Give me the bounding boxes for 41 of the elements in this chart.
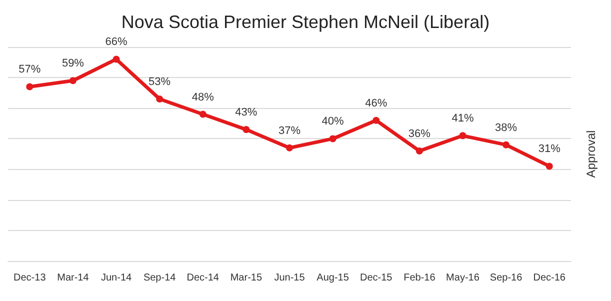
data-label: 37% [278,124,301,137]
x-tick-label: Dec-16 [533,272,566,284]
point [26,83,34,90]
data-label: 40% [322,116,344,128]
point [459,132,466,140]
x-tick-label: Jun-14 [100,272,132,284]
point [242,126,250,134]
data-label: 66% [105,36,128,48]
point [199,110,206,118]
data-label: 41% [452,112,474,125]
x-tick-label: May-16 [446,272,480,284]
x-tick-label: Dec-13 [14,272,46,284]
x-tick-label: Jun-15 [274,272,306,284]
data-label: 59% [62,58,84,70]
point [286,144,293,152]
point [416,147,423,154]
x-tick-label: Mar-15 [230,272,262,284]
point [329,135,336,142]
point [546,162,553,170]
point [156,95,164,102]
chart-title: Nova Scotia Premier Stephen McNeil (Liberal) [121,12,490,32]
x-tick-label: Sep-16 [490,272,523,284]
x-tick-label: Dec-15 [360,272,393,284]
data-label: 46% [365,97,388,110]
x-tick-label: Aug-15 [316,272,350,284]
point [112,56,120,63]
x-tick-label: Mar-14 [57,272,90,284]
x-tick-label: Sep-14 [143,272,176,284]
y-axis-title: Approval [584,130,598,178]
point [69,77,76,84]
point [372,116,380,124]
x-tick-label: Feb-16 [404,272,436,284]
data-label: 31% [538,143,561,156]
data-label: 43% [235,106,258,119]
data-label: 57% [18,64,41,76]
data-label: 53% [148,76,171,88]
point [502,141,510,148]
data-label: 48% [192,91,214,104]
x-tick-label: Dec-14 [186,272,220,284]
data-label: 36% [408,128,431,140]
data-label: 38% [495,122,518,134]
